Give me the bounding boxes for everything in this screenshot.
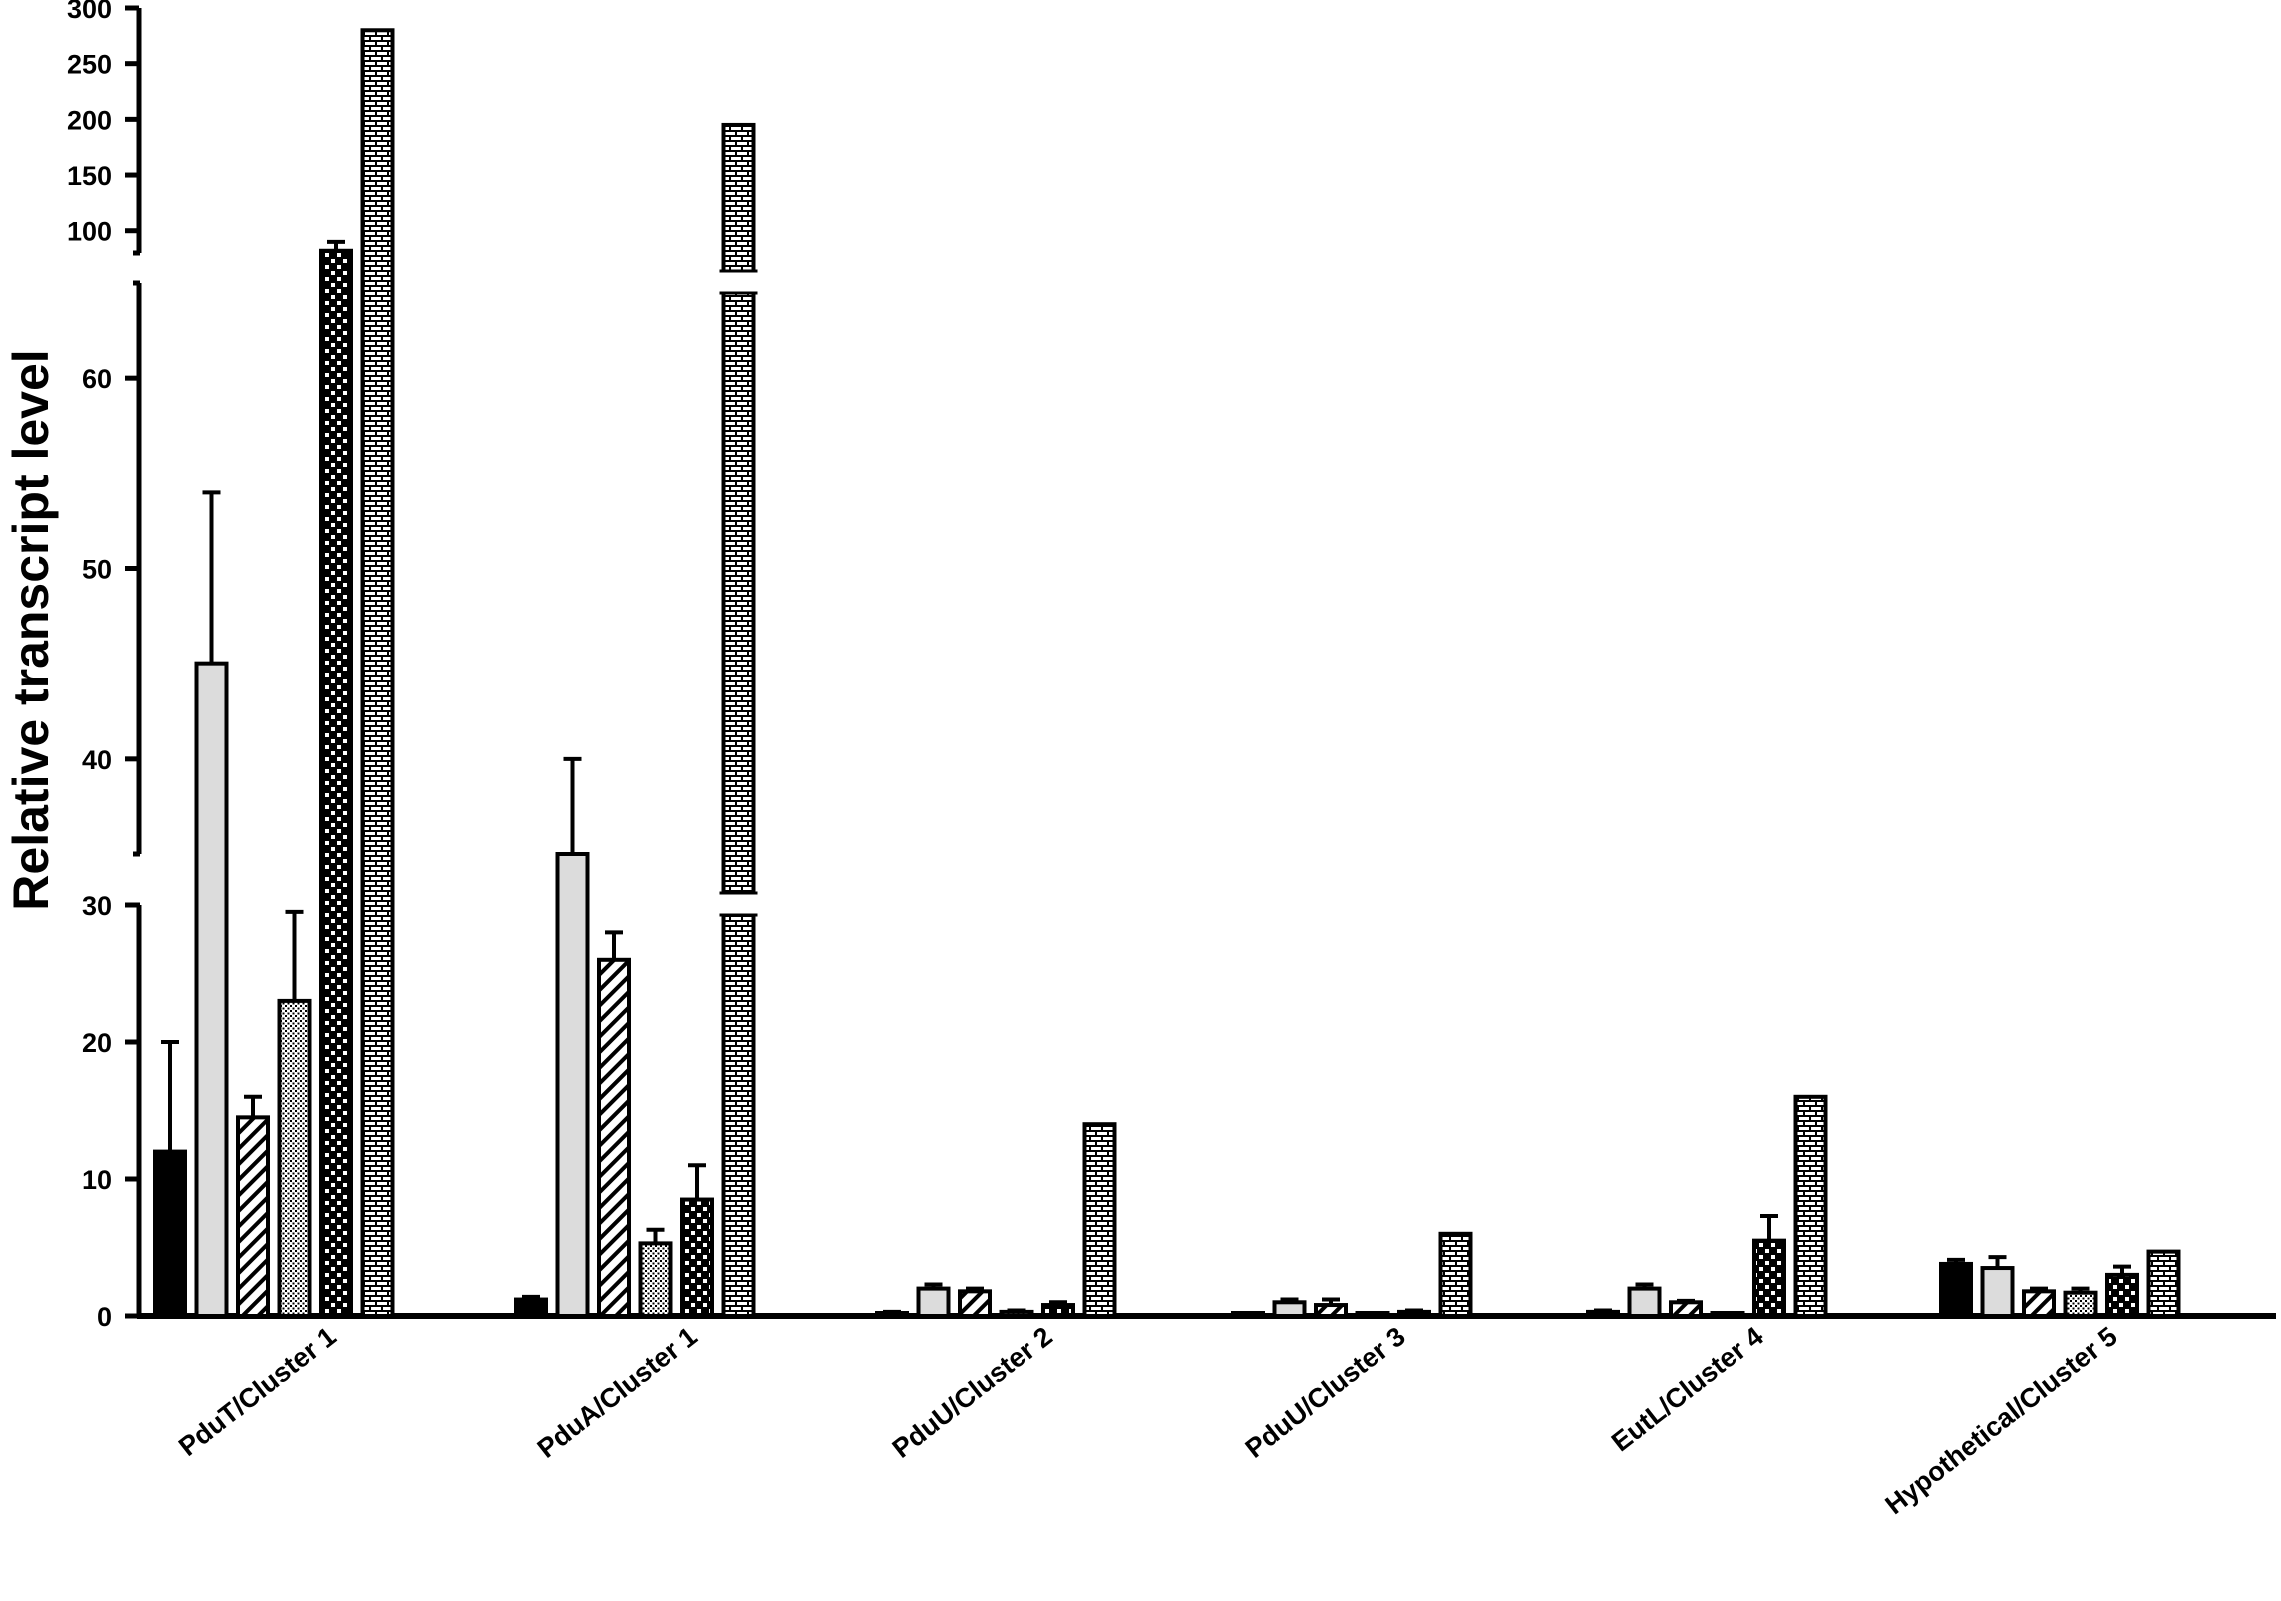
bar <box>555 852 590 1318</box>
bar <box>1627 1286 1662 1318</box>
bar <box>1082 1122 1117 1318</box>
bar <box>319 248 353 1319</box>
bar <box>916 1286 951 1318</box>
bar <box>721 122 756 1319</box>
y-tick-label: 20 <box>82 1028 112 1058</box>
x-category-label: PduU/Cluster 2 <box>887 1321 1058 1464</box>
x-category-label: EutL/Cluster 4 <box>1606 1321 1769 1457</box>
y-tick-label: 100 <box>67 217 112 247</box>
bar <box>153 1149 187 1318</box>
bar <box>236 1115 270 1318</box>
bar <box>1793 1094 1828 1319</box>
bar <box>958 1289 992 1318</box>
bar <box>2063 1290 2098 1318</box>
bar <box>1980 1266 2015 1319</box>
y-tick-label: 250 <box>67 50 112 80</box>
y-tick-label: 200 <box>67 105 112 135</box>
bar <box>277 998 312 1319</box>
y-tick-label: 60 <box>82 364 112 394</box>
bar <box>680 1197 714 1319</box>
bar <box>1438 1231 1473 1319</box>
bar <box>638 1241 673 1319</box>
y-axis-title: Relative transcript level <box>3 349 59 910</box>
category-labels: PduT/Cluster 1 PduA/Cluster 1 PduU/Cluster… <box>173 1321 2123 1520</box>
bar <box>1939 1261 1973 1318</box>
bar <box>514 1297 548 1319</box>
x-category-label: Hypothetical/Cluster 5 <box>1880 1321 2123 1520</box>
bar <box>1752 1238 1786 1319</box>
y-ticks: 0 10 20 30 40 50 60 100 150 200 250 300 <box>67 0 139 1332</box>
bar-break-gap <box>719 893 758 915</box>
bar <box>2105 1272 2139 1319</box>
bar <box>1669 1300 1703 1319</box>
y-tick-label: 30 <box>82 891 112 921</box>
x-category-label: PduU/Cluster 3 <box>1240 1321 1411 1464</box>
y-tick-label: 10 <box>82 1165 112 1195</box>
x-category-label: PduA/Cluster 1 <box>532 1321 703 1464</box>
bar <box>1272 1300 1307 1319</box>
axes <box>133 8 2276 1319</box>
y-tick-label: 40 <box>82 745 112 775</box>
y-tick-label: 300 <box>67 0 112 24</box>
bar <box>194 661 229 1318</box>
bar <box>2146 1249 2181 1318</box>
y-tick-label: 150 <box>67 161 112 191</box>
bar <box>360 28 395 1319</box>
bar <box>1041 1303 1075 1319</box>
bar <box>2022 1289 2056 1318</box>
bar-break-gap <box>719 271 758 293</box>
x-category-label: PduT/Cluster 1 <box>173 1321 342 1462</box>
y-tick-label: 50 <box>82 555 112 585</box>
bar <box>597 957 631 1318</box>
bars <box>153 28 2181 1319</box>
y-tick-label: 0 <box>97 1302 112 1332</box>
bar <box>1314 1303 1348 1319</box>
